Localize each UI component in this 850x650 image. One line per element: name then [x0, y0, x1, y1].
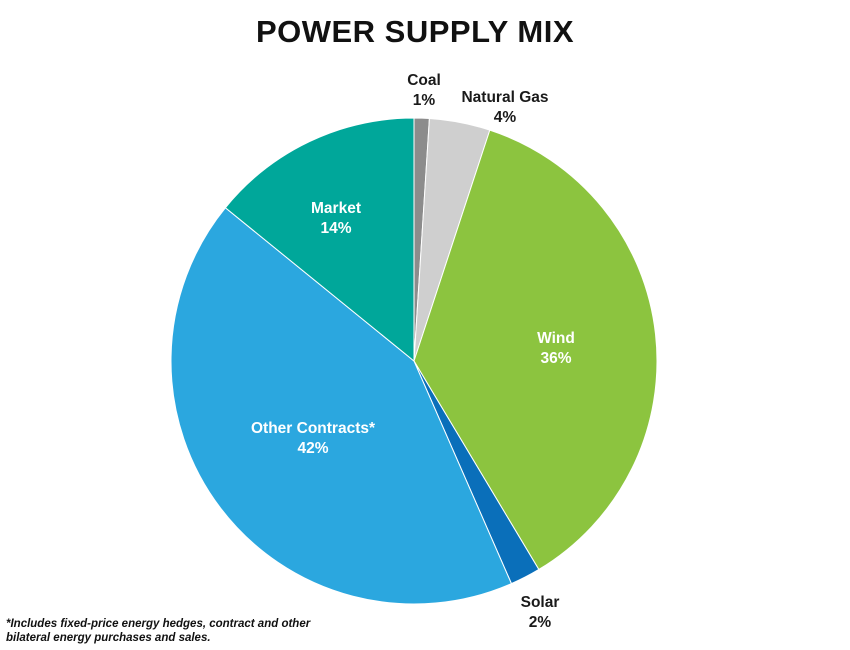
pie-slices: [170, 117, 658, 605]
slice-label-coal: Coal: [407, 72, 441, 89]
chart-title: POWER SUPPLY MIX: [255, 14, 575, 49]
footnote: *Includes fixed-price energy hedges, con…: [6, 618, 311, 644]
slice-value-market: 14%: [320, 220, 351, 237]
slice-label-wind: Wind: [537, 330, 575, 347]
slice-label-market: Market: [311, 200, 361, 217]
slice-label-natural-gas: Natural Gas: [461, 89, 548, 106]
pie-slice-market: [224, 117, 415, 363]
slice-value-other-contracts: 42%: [297, 440, 328, 457]
pie-slice-other-contracts: [170, 207, 513, 605]
pie-labels: Coal 1% Natural Gas 4% Wind 36% Solar 2% Other C…: [251, 72, 575, 631]
pie-slice-wind: [413, 129, 658, 571]
slice-value-coal: 1%: [413, 92, 436, 109]
slice-label-solar: Solar: [521, 594, 560, 611]
slice-value-solar: 2%: [529, 614, 552, 631]
slice-value-wind: 36%: [540, 350, 571, 367]
slice-value-natural-gas: 4%: [494, 109, 517, 126]
slice-label-other-contracts: Other Contracts*: [251, 420, 376, 437]
